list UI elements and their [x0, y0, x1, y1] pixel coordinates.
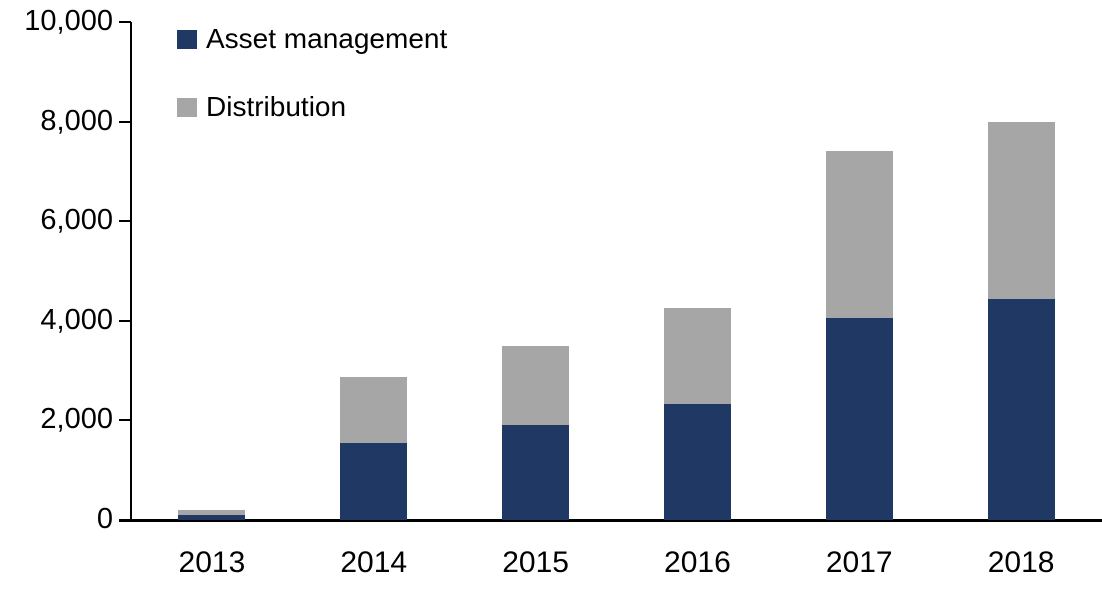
- bar-segment-2017-asset-management: [825, 318, 893, 520]
- y-axis-tick: [119, 419, 131, 422]
- bar-segment-2013-asset-management: [178, 515, 246, 520]
- bar-segment-2014-distribution: [340, 377, 408, 443]
- y-axis-tick-label: 0: [96, 502, 113, 535]
- bar-segment-2016-distribution: [663, 308, 731, 405]
- legend-label-asset-management: Asset management: [206, 23, 448, 54]
- y-axis-tick: [119, 519, 131, 521]
- x-axis-category-label: 2016: [664, 546, 731, 579]
- legend-swatch-asset-management: [177, 29, 197, 49]
- y-axis-tick: [119, 120, 131, 123]
- bar-segment-2014-asset-management: [340, 442, 408, 520]
- y-axis-tick-label: 4,000: [40, 303, 113, 336]
- x-axis-category-label: 2017: [825, 546, 893, 579]
- x-axis-category-label: 2013: [178, 546, 246, 579]
- bar-segment-2018-distribution: [987, 121, 1055, 300]
- y-axis-tick: [119, 319, 131, 322]
- y-axis-tick: [119, 21, 131, 23]
- legend-swatch-distribution: [177, 97, 197, 117]
- x-axis-category-label: 2018: [987, 546, 1055, 579]
- bar-segment-2016-asset-management: [663, 404, 731, 520]
- y-axis-tick-label: 8,000: [40, 104, 113, 137]
- bar-segment-2015-asset-management: [502, 425, 570, 520]
- legend-item-distribution: Distribution: [177, 91, 347, 122]
- x-axis-category-label: 2014: [340, 546, 408, 579]
- y-axis-tick-label: 2,000: [40, 403, 113, 436]
- bar-segment-2017-distribution: [825, 151, 893, 319]
- y-axis-tick-label: 6,000: [40, 204, 113, 237]
- y-axis-line: [130, 22, 132, 520]
- legend-item-asset-management: Asset management: [177, 23, 448, 54]
- y-axis-tick-label: 10,000: [24, 4, 113, 37]
- bar-segment-2018-asset-management: [987, 299, 1055, 520]
- x-axis-category-label: 2015: [502, 546, 569, 579]
- x-axis-line: [119, 519, 1102, 522]
- bar-segment-2015-distribution: [502, 345, 570, 426]
- bar-segment-2013-distribution: [178, 510, 246, 515]
- legend-label-distribution: Distribution: [206, 91, 347, 122]
- y-axis-tick: [119, 220, 131, 223]
